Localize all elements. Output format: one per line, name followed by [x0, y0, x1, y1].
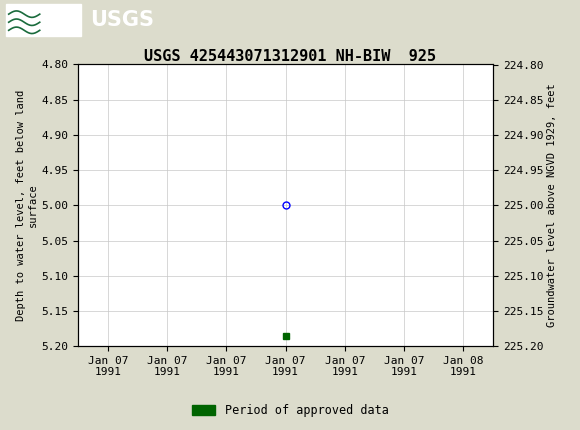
Text: USGS: USGS	[90, 10, 154, 30]
Text: USGS 425443071312901 NH-BIW  925: USGS 425443071312901 NH-BIW 925	[144, 49, 436, 64]
Legend: Period of approved data: Period of approved data	[187, 399, 393, 422]
Y-axis label: Depth to water level, feet below land
surface: Depth to water level, feet below land su…	[16, 90, 38, 321]
Y-axis label: Groundwater level above NGVD 1929, feet: Groundwater level above NGVD 1929, feet	[548, 83, 557, 327]
